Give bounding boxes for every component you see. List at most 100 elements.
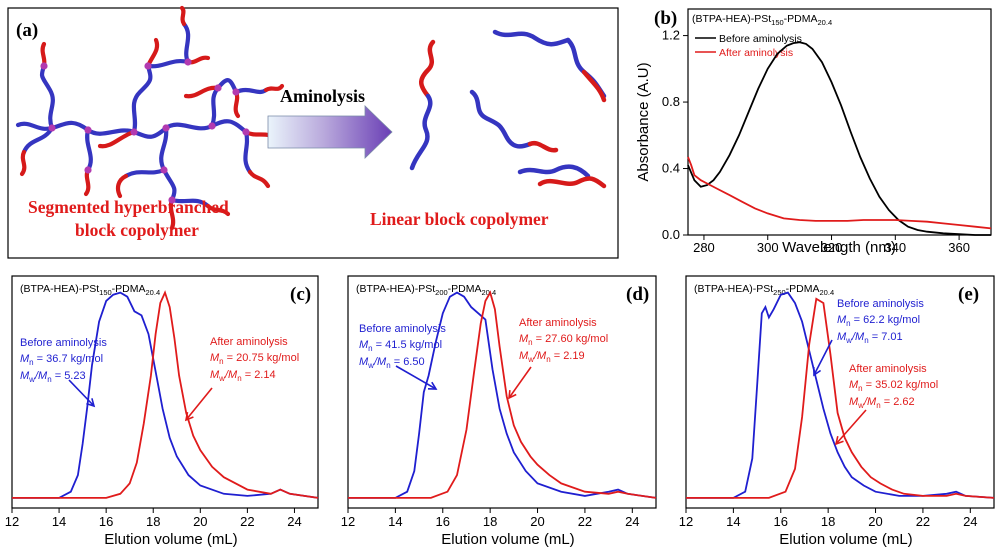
- mwmn-value: 2.19: [563, 350, 584, 362]
- panel-b-xtick-label: 340: [884, 240, 906, 255]
- mwmn-eq: =: [242, 369, 255, 381]
- mw-symbol: M: [837, 331, 847, 343]
- mn-value: 20.75 kg/mol: [236, 352, 299, 364]
- mwmn-value: 7.01: [881, 331, 902, 343]
- panel-b-xlabel: Wavelength (nm): [782, 239, 896, 256]
- mn-subscript: n: [29, 358, 33, 367]
- panel-b: (b) (BTPA-HEA)-PSt150-PDMA20.4 Before am…: [635, 8, 992, 256]
- mwmn-value: 2.62: [893, 396, 914, 408]
- panel-e-before-label: Before aminolysis: [837, 298, 924, 310]
- panel-c-xtick-label: 22: [240, 514, 254, 529]
- panel-d-series-before-line: [348, 291, 657, 499]
- mn2-subscript: n: [864, 336, 868, 345]
- mw-symbol: M: [210, 369, 220, 381]
- title-subscript: 150: [99, 288, 112, 297]
- mn-value: 36.7 kg/mol: [46, 353, 103, 365]
- mw-subscript: w: [218, 374, 225, 383]
- panel-c-after-mn: Mn = 20.75 kg/mol: [210, 352, 299, 366]
- panel-d-letter: (d): [626, 284, 649, 305]
- title-part: -PDMA: [786, 283, 820, 295]
- title-subscript: 250: [773, 288, 786, 297]
- mn2-subscript: n: [546, 355, 550, 364]
- title-part: (BTPA-HEA)-PSt: [694, 283, 773, 295]
- left-caption-line2: block copolymer: [75, 220, 199, 240]
- title-part: -PDMA: [448, 283, 482, 295]
- panel-b-ylabel: Absorbance (A.U): [635, 62, 652, 181]
- mw-symbol: M: [519, 350, 529, 362]
- panel-d-frame: [347, 275, 657, 509]
- panel-c-after-pointer-head: [184, 411, 194, 422]
- panel-b-series: [687, 41, 992, 236]
- left-caption-line1: Segmented hyperbranched: [28, 197, 229, 217]
- panel-c-xtick-label: 20: [193, 514, 207, 529]
- mn2-symbol: /M: [34, 370, 48, 382]
- mn2-symbol: /M: [851, 331, 865, 343]
- panel-e-xtick-label: 12: [679, 514, 693, 529]
- panel-e-title: (BTPA-HEA)-PSt250-PDMA20.4: [694, 283, 834, 297]
- mn-eq: =: [533, 333, 546, 345]
- panel-c-series-before-line: [12, 291, 319, 499]
- panel-d-xtick-label: 12: [341, 514, 355, 529]
- mw-subscript: w: [28, 375, 35, 384]
- panel-b-ytick-label: 0.4: [662, 161, 680, 176]
- panel-e-after-mn: Mn = 35.02 kg/mol: [849, 379, 938, 393]
- mn2-symbol: /M: [533, 350, 547, 362]
- right-caption: Linear block copolymer: [370, 209, 549, 229]
- mn-value: 27.60 kg/mol: [545, 333, 608, 345]
- panel-c-title: (BTPA-HEA)-PSt150-PDMA20.4: [20, 283, 160, 297]
- panel-c-after-mwmn: Mw/Mn = 2.14: [210, 369, 276, 383]
- mn2-subscript: n: [386, 361, 390, 370]
- panel-e-letter: (e): [958, 284, 979, 305]
- panel-c-letter: (c): [290, 284, 311, 305]
- panel-a: (a): [7, 5, 619, 259]
- panel-e-after-mwmn: Mw/Mn = 2.62: [849, 396, 915, 410]
- panel-e-before-pointer-head: [813, 366, 822, 377]
- panel-d-series-after-line: [348, 290, 657, 499]
- mn-value: 35.02 kg/mol: [875, 379, 938, 391]
- mn-symbol: M: [20, 353, 30, 365]
- panel-c-before-label: Before aminolysis: [20, 337, 107, 349]
- mw-symbol: M: [359, 356, 369, 368]
- mn-value: 41.5 kg/mol: [385, 339, 442, 351]
- panel-b-xtick-label: 320: [821, 240, 843, 255]
- title-subscript: 200: [435, 288, 448, 297]
- mn-subscript: n: [219, 357, 223, 366]
- mn2-subscript: n: [237, 374, 241, 383]
- panel-e-xtick-label: 24: [963, 514, 977, 529]
- mn-symbol: M: [519, 333, 529, 345]
- legend-after-label: After aminolysis: [719, 47, 793, 59]
- panel-e-xtick-label: 14: [726, 514, 740, 529]
- panel-c-xtick-label: 14: [52, 514, 66, 529]
- panel-e-before-pointer: [813, 339, 833, 376]
- title-subscript: 20.4: [146, 288, 161, 297]
- mn2-symbol: /M: [224, 369, 238, 381]
- panel-d-title: (BTPA-HEA)-PSt200-PDMA20.4: [356, 283, 496, 297]
- mn-subscript: n: [846, 319, 850, 328]
- mwmn-value: 2.14: [254, 369, 275, 381]
- panel-e-frame: [685, 275, 995, 509]
- mn-subscript: n: [528, 338, 532, 347]
- panel-d-before-pointer-head: [427, 381, 438, 390]
- mn2-symbol: /M: [373, 356, 387, 368]
- panel-e: (e) (BTPA-HEA)-PSt250-PDMA20.4 12 14 16 18 20 2…: [679, 275, 995, 548]
- panel-c-series-after-line: [12, 290, 319, 499]
- panel-d-after-mn: Mn = 27.60 kg/mol: [519, 333, 608, 347]
- panel-c-xtick-label: 18: [146, 514, 160, 529]
- panel-e-series-before-line: [686, 291, 995, 499]
- mw-subscript: w: [857, 401, 864, 410]
- panel-e-after-pointer-head: [834, 436, 844, 446]
- panel-b-letter: (b): [654, 8, 677, 29]
- mwmn-value: 6.50: [403, 356, 424, 368]
- title-subscript: 20.4: [820, 288, 835, 297]
- branch-point-markers: [40, 58, 250, 204]
- panel-b-ticks: 280 300 320 340 360 0.0 0.4 0.8 1.2: [662, 28, 970, 255]
- panel-d-before-mn: Mn = 41.5 kg/mol: [359, 339, 442, 353]
- title-subscript: 20.4: [482, 288, 497, 297]
- panel-d: (d) (BTPA-HEA)-PSt200-PDMA20.4 12 14 16 18 20 2…: [341, 275, 657, 548]
- mn-value: 62.2 kg/mol: [863, 314, 920, 326]
- panel-c-xtick-label: 12: [5, 514, 19, 529]
- panel-c-frame: [11, 275, 319, 509]
- mw-subscript: w: [367, 361, 374, 370]
- mn2-subscript: n: [876, 401, 880, 410]
